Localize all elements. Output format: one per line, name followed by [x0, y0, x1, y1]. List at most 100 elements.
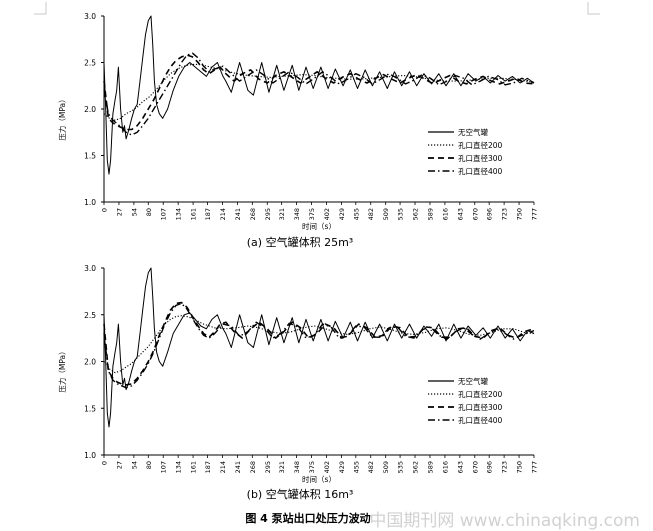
x-tick-label: 696: [486, 461, 494, 473]
x-axis-ticks-b: 0 27 54 80 107 134 161 187 214 241 268 295 321 348 375…: [101, 455, 539, 473]
x-tick-label: 295: [264, 208, 272, 220]
x-tick-label: 27: [115, 461, 123, 469]
chart-panel-a: 1.0 1.5 2.0 2.5 3.0 0 27 54 80 107 134 161 187 214 24…: [57, 12, 539, 249]
y-tick-label: 1.5: [84, 152, 96, 161]
x-tick-label: 643: [456, 208, 464, 220]
x-tick-label: 321: [278, 461, 286, 473]
x-tick-label: 321: [278, 208, 286, 220]
x-tick-label: 375: [308, 461, 316, 473]
x-tick-label: 54: [130, 208, 138, 216]
axes-b: [103, 268, 534, 456]
axes-a: [103, 16, 534, 203]
x-tick-label: 562: [412, 208, 420, 220]
x-tick-label: 750: [516, 208, 524, 220]
x-tick-label: 429: [338, 208, 346, 220]
x-axis-ticks-a: 0 27 54 80 107 134 161 187 214 241 268 295 321 348 375…: [101, 202, 539, 220]
x-tick-label: 241: [234, 208, 242, 220]
x-tick-label: 455: [352, 461, 360, 473]
x-tick-label: 214: [219, 461, 227, 473]
x-tick-label: 696: [486, 208, 494, 220]
x-tick-label: 616: [441, 461, 449, 473]
x-tick-label: 535: [397, 208, 405, 220]
x-tick-label: 535: [397, 461, 405, 473]
y-axis-ticks-a: 1.0 1.5 2.0 2.5 3.0: [84, 12, 104, 207]
y-tick-label: 2.5: [84, 311, 96, 320]
legend-label: 孔口直径300: [458, 402, 503, 412]
x-tick-label: 161: [190, 208, 198, 220]
x-tick-label: 482: [367, 208, 375, 220]
x-tick-label: 268: [249, 208, 257, 220]
series-group-a: [103, 15, 535, 175]
series-line-1: [103, 15, 535, 175]
y-axis-label-b: 压力（MPa）: [57, 347, 67, 392]
y-tick-label: 2.0: [84, 105, 96, 114]
x-tick-label: 777: [531, 208, 539, 220]
x-tick-label: 777: [531, 461, 539, 473]
x-tick-label: 268: [249, 461, 257, 473]
panel-caption-a: (a) 空气罐体积 25m³: [247, 235, 353, 249]
x-tick-label: 80: [145, 461, 153, 469]
x-tick-label: 723: [501, 208, 509, 220]
legend-label: 孔口直径200: [458, 140, 503, 150]
page-corner-marks: [34, 2, 600, 15]
legend-label: 孔口直径300: [458, 153, 503, 163]
x-tick-label: 348: [293, 461, 301, 473]
x-tick-label: 107: [160, 461, 168, 473]
x-tick-label: 0: [101, 461, 109, 465]
x-tick-label: 348: [293, 208, 301, 220]
y-tick-label: 2.5: [84, 59, 96, 68]
watermark-text: 中国期刊网 www.chinaqking.com: [369, 511, 640, 531]
y-axis-label-a: 压力（MPa）: [57, 95, 67, 140]
x-tick-label: 402: [323, 208, 331, 220]
legend-label: 无空气罐: [458, 127, 488, 137]
corner-mark-top-left: [34, 2, 47, 15]
x-tick-label: 161: [190, 461, 198, 473]
y-tick-label: 3.0: [84, 12, 96, 21]
y-tick-label: 2.0: [84, 358, 96, 367]
chart-panel-b: 1.0 1.5 2.0 2.5 3.0 0 27 54 80 107 134 161 187 214 24…: [57, 264, 539, 501]
x-tick-label: 750: [516, 461, 524, 473]
y-tick-label: 1.5: [84, 404, 96, 413]
x-tick-label: 616: [441, 208, 449, 220]
x-tick-label: 54: [130, 461, 138, 469]
panel-caption-b: (b) 空气罐体积 16m³: [247, 487, 354, 501]
x-tick-label: 134: [175, 461, 183, 473]
legend-label: 孔口直径400: [458, 415, 503, 425]
legend-label: 孔口直径400: [458, 166, 503, 176]
x-tick-label: 0: [101, 208, 109, 212]
x-tick-label: 589: [426, 461, 434, 473]
x-tick-label: 295: [264, 461, 272, 473]
x-tick-label: 455: [352, 208, 360, 220]
series-line-4: [103, 302, 535, 389]
x-tick-label: 670: [471, 208, 479, 220]
legend-label: 孔口直径200: [458, 389, 503, 399]
x-tick-label: 187: [204, 208, 212, 220]
series-line-3: [103, 54, 535, 131]
y-axis-ticks-b: 1.0 1.5 2.0 2.5 3.0: [84, 264, 104, 460]
legend-label: 无空气罐: [458, 376, 488, 386]
x-tick-label: 643: [456, 461, 464, 473]
x-tick-label: 509: [382, 461, 390, 473]
y-tick-label: 1.0: [84, 451, 96, 460]
x-tick-label: 429: [338, 461, 346, 473]
x-tick-label: 375: [308, 208, 316, 220]
series-line-1: [103, 267, 535, 428]
series-line-2: [103, 63, 535, 121]
series-group-b: [103, 267, 535, 428]
x-tick-label: 107: [160, 208, 168, 220]
x-tick-label: 402: [323, 461, 331, 473]
figure-caption: 图 4 泵站出口处压力波动: [245, 511, 370, 525]
x-tick-label: 241: [234, 461, 242, 473]
x-tick-label: 509: [382, 208, 390, 220]
y-tick-label: 3.0: [84, 264, 96, 273]
x-tick-label: 670: [471, 461, 479, 473]
corner-mark-top-right: [587, 2, 600, 15]
series-line-3: [103, 301, 535, 386]
series-line-4: [103, 52, 535, 136]
x-tick-label: 134: [175, 208, 183, 220]
x-tick-label: 80: [145, 208, 153, 216]
x-tick-label: 482: [367, 461, 375, 473]
y-tick-label: 1.0: [84, 198, 96, 207]
